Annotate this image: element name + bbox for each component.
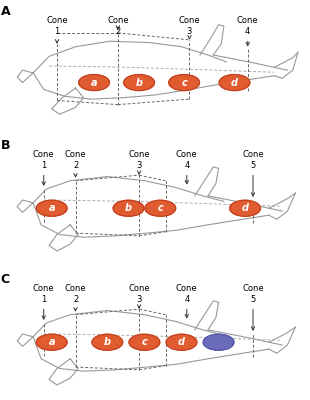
Circle shape xyxy=(145,200,176,216)
Text: Cone
2: Cone 2 xyxy=(65,150,86,177)
Circle shape xyxy=(230,200,260,216)
Circle shape xyxy=(166,334,197,350)
Circle shape xyxy=(79,74,109,90)
Text: d: d xyxy=(241,203,249,213)
Text: c: c xyxy=(157,203,163,213)
Text: Cone
3: Cone 3 xyxy=(179,16,200,39)
Text: Cone
5: Cone 5 xyxy=(242,150,264,196)
Text: Cone
1: Cone 1 xyxy=(33,284,55,319)
Circle shape xyxy=(92,334,123,350)
Text: C: C xyxy=(1,273,10,286)
Text: Cone
1: Cone 1 xyxy=(33,150,55,185)
Text: b: b xyxy=(125,203,132,213)
Text: A: A xyxy=(1,5,10,18)
Text: a: a xyxy=(48,203,55,213)
Text: Cone
3: Cone 3 xyxy=(128,150,150,174)
Circle shape xyxy=(219,74,250,90)
Text: B: B xyxy=(1,139,10,152)
Text: d: d xyxy=(231,78,238,88)
Circle shape xyxy=(169,74,200,90)
Text: Cone
4: Cone 4 xyxy=(176,284,197,318)
Circle shape xyxy=(36,334,67,350)
Text: c: c xyxy=(142,337,147,347)
Circle shape xyxy=(129,334,160,350)
Text: a: a xyxy=(48,337,55,347)
Text: b: b xyxy=(135,78,143,88)
Text: Cone
5: Cone 5 xyxy=(242,284,264,330)
Text: Cone
2: Cone 2 xyxy=(65,284,86,311)
Text: Cone
3: Cone 3 xyxy=(128,284,150,308)
Text: Cone
1: Cone 1 xyxy=(46,16,68,43)
Text: c: c xyxy=(181,78,187,88)
Text: d: d xyxy=(178,337,185,347)
Text: Cone
4: Cone 4 xyxy=(237,16,259,46)
Text: a: a xyxy=(91,78,97,88)
Circle shape xyxy=(203,334,234,350)
Text: Cone
4: Cone 4 xyxy=(176,150,197,184)
Text: Cone
2: Cone 2 xyxy=(107,16,129,36)
Text: b: b xyxy=(104,337,111,347)
Circle shape xyxy=(113,200,144,216)
Circle shape xyxy=(36,200,67,216)
Circle shape xyxy=(124,74,154,90)
